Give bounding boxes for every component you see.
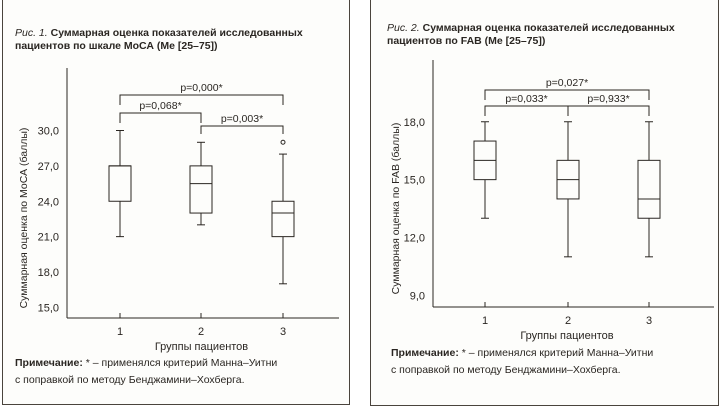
x-tick-label: 3 — [646, 315, 652, 327]
figure-2-label: Рис. 2. — [387, 22, 420, 34]
x-tick-label: 3 — [280, 326, 286, 338]
comparison-bracket — [484, 89, 650, 100]
figure-1-boxplot: 15,0 18,0 21,0 24,0 27,0 30,0 1 2 3 Группы пациен… — [18, 68, 339, 353]
y-tick-label: 21,0 — [38, 232, 59, 244]
p-value-label: p=0,933* — [587, 93, 629, 105]
figure-1-label: Рис. 1. — [15, 27, 48, 39]
note-line-1: * – применялся критерий Манна–Уитни — [82, 357, 278, 369]
y-tick-label: 15,0 — [38, 302, 59, 314]
comparison-bracket — [119, 112, 202, 123]
y-tick-label: 27,0 — [38, 161, 59, 173]
title-line-2: пациентов по шкале МоСА (Me [25–75]) — [15, 40, 218, 52]
y-axis-label: Суммарная оценка по МоСА (баллы) — [18, 128, 30, 309]
y-tick-label: 12,0 — [404, 233, 425, 245]
y-tick-label: 9,0 — [410, 290, 425, 302]
comparison-bracket — [484, 105, 569, 116]
x-tick-label: 1 — [117, 326, 123, 338]
comparison-bracket — [119, 94, 284, 105]
title-line-2: пациентов по FAB (Me [25–75]) — [387, 35, 546, 47]
p-value-label: p=0,033* — [505, 93, 547, 105]
iqr-box-group-3 — [637, 159, 661, 219]
y-tick-label: 24,0 — [38, 196, 59, 208]
iqr-box-group-1 — [108, 165, 132, 202]
y-axis-label: Суммарная оценка по FAB (баллы) — [390, 123, 402, 295]
title-line-1: Суммарная оценка показателей исследованн… — [422, 22, 675, 34]
x-axis-label: Группы пациентов — [155, 341, 248, 353]
p-value-label: p=0,068* — [139, 100, 181, 112]
note-line-1: * – применялся критерий Манна–Уитни — [458, 347, 654, 359]
title-line-1: Суммарная оценка показателей исследованн… — [50, 27, 303, 39]
comparison-bracket — [200, 125, 284, 134]
y-tick-label: 30,0 — [38, 126, 59, 138]
figure-1-note: Примечание: * – применялся критерий Манн… — [15, 355, 277, 389]
x-tick-label: 2 — [198, 326, 204, 338]
p-value-label: p=0,003* — [221, 113, 263, 125]
y-tick-label: 18,0 — [38, 267, 59, 279]
note-heading: Примечание: — [15, 357, 83, 369]
y-tick-label: 15,0 — [404, 175, 425, 187]
x-tick-label: 1 — [482, 315, 488, 327]
p-value-label: p=0,027* — [546, 77, 588, 89]
figure-2-title: Рис. 2. Суммарная оценка показателей исс… — [387, 22, 675, 48]
note-line-2: с поправкой по методу Бенджамини–Хохберг… — [15, 374, 245, 386]
iqr-box-group-2 — [189, 165, 213, 214]
note-heading: Примечание: — [391, 347, 459, 359]
y-tick-label: 18,0 — [404, 117, 425, 129]
p-value-label: p=0,000* — [180, 82, 222, 94]
note-line-2: с поправкой по методу Бенджамини–Хохберг… — [391, 364, 621, 376]
x-axis-label: Группы пациентов — [520, 330, 613, 342]
figure-2-note: Примечание: * – применялся критерий Манн… — [391, 345, 653, 379]
iqr-box-group-3 — [271, 200, 295, 238]
outlier-point — [280, 139, 286, 145]
figure-2-boxplot: 9,0 12,0 15,0 18,0 1 2 3 Группы пациентов Суммар… — [390, 60, 714, 342]
figure-1-panel: Рис. 1. Суммарная оценка показателей исс… — [2, 0, 350, 405]
figure-1-title: Рис. 1. Суммарная оценка показателей исс… — [15, 27, 303, 53]
comparison-bracket — [567, 105, 650, 116]
figure-2-panel: Рис. 2. Суммарная оценка показателей исс… — [370, 0, 719, 406]
x-tick-label: 2 — [565, 315, 571, 327]
